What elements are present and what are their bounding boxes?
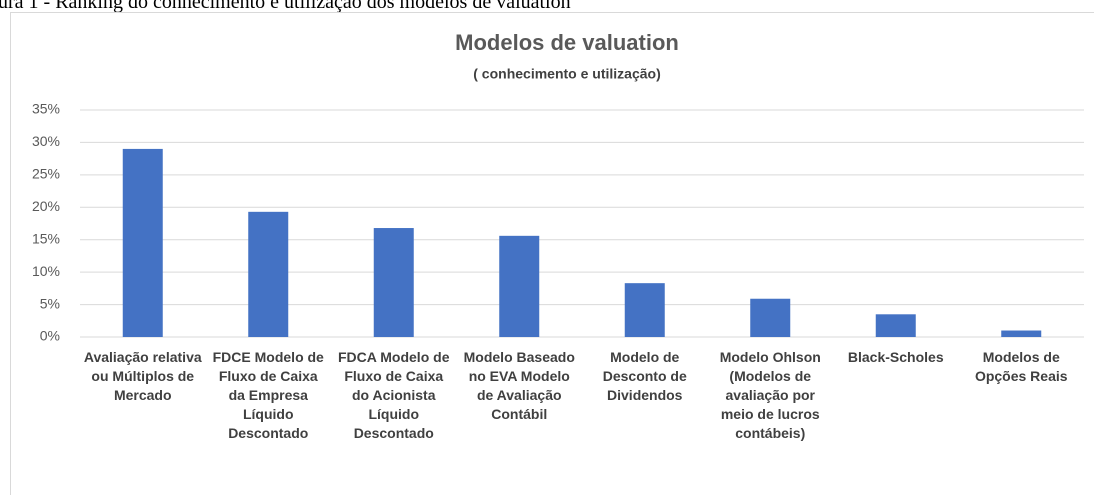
chart-title: Modelos de valuation [455, 30, 679, 55]
x-tick-label: Avaliação relativa ou Múltiplos de Merca… [83, 349, 202, 403]
bar [373, 228, 414, 337]
y-tick-label: 30% [32, 133, 60, 149]
y-tick-label: 0% [40, 328, 60, 344]
y-tick-label: 5% [40, 295, 60, 311]
bar [750, 298, 791, 337]
bar [624, 283, 665, 337]
x-tick-label: Modelos de Opções Reais [974, 349, 1068, 384]
caption: ura 1 - Ranking do conhecimento e utiliz… [0, 0, 571, 13]
y-tick-label: 35% [32, 101, 60, 117]
y-tick-label: 15% [32, 230, 60, 246]
x-tick-label: Modelo de Desconto de Dividendos [602, 349, 687, 403]
chart-frame [10, 12, 1094, 495]
chart-subtitle: ( conhecimento e utilização) [473, 66, 660, 82]
x-tick-label: Modelo Ohlson (Modelos de avaliação por … [719, 349, 821, 441]
x-tick-label: Black-Scholes [847, 349, 944, 365]
bar [499, 235, 540, 337]
bar [875, 314, 916, 337]
x-tick-label: Modelo Baseado no EVA Modelo de Avaliaçã… [463, 349, 575, 422]
y-tick-label: 25% [32, 166, 60, 182]
y-tick-label: 10% [32, 263, 60, 279]
bar [1001, 330, 1042, 337]
bar [248, 211, 289, 337]
x-tick-label: FDCA Modelo de Fluxo de Caixa do Acionis… [338, 349, 450, 441]
y-tick-label: 20% [32, 198, 60, 214]
x-tick-label: FDCE Modelo de Fluxo de Caixa da Empresa… [212, 349, 324, 441]
bar [122, 148, 163, 337]
